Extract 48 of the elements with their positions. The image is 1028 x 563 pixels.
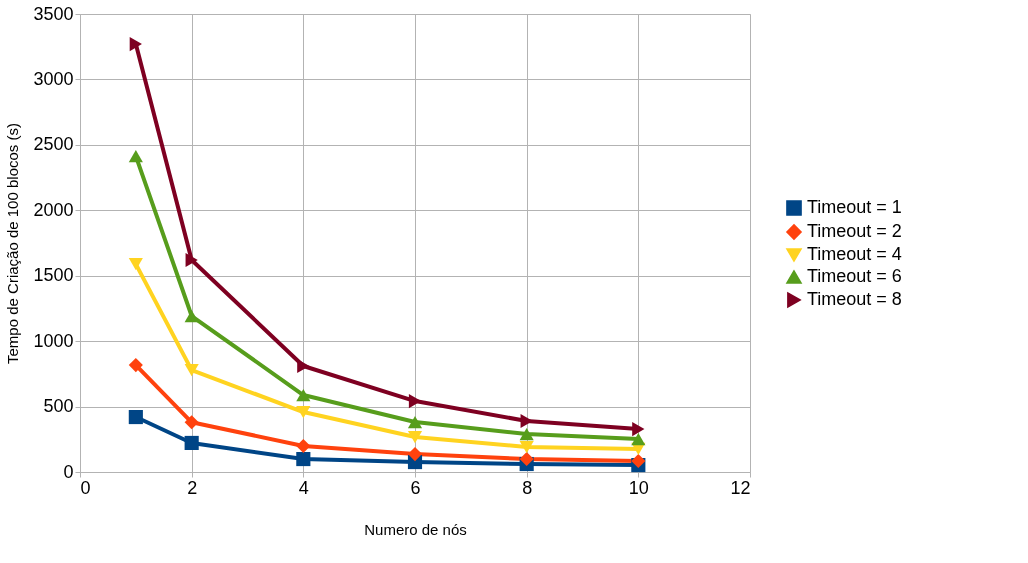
- y-tick-label: 0: [63, 461, 74, 482]
- point: [184, 435, 199, 451]
- legend-label: Timeout = 8: [807, 289, 902, 309]
- point: [519, 440, 534, 454]
- x-tick-label: 12: [730, 477, 751, 498]
- legend-label: Timeout = 4: [807, 244, 902, 264]
- point: [128, 358, 143, 373]
- point: [407, 415, 423, 429]
- point: [407, 430, 423, 444]
- x-tick-label: 4: [298, 477, 309, 498]
- point: [296, 405, 311, 419]
- point: [297, 358, 310, 374]
- y-axis-title: Tempo de Criação de 100 blocos (s): [4, 123, 22, 364]
- point: [128, 409, 143, 425]
- point: [128, 149, 143, 163]
- x-tick-label: 10: [628, 477, 649, 498]
- point: [185, 252, 198, 268]
- x-axis-title: Numero de nós: [364, 520, 467, 538]
- point: [407, 447, 423, 462]
- point: [296, 388, 311, 402]
- legend-label: Timeout = 2: [807, 221, 902, 241]
- legend-label: Timeout = 6: [807, 266, 902, 286]
- point: [129, 37, 142, 52]
- legend-label: Timeout = 1: [807, 197, 902, 217]
- x-tick-label: 6: [410, 477, 421, 498]
- y-tick-label: 2000: [33, 199, 74, 220]
- point: [184, 363, 199, 377]
- point: [408, 394, 422, 409]
- point: [631, 453, 646, 469]
- point: [520, 413, 533, 429]
- point: [128, 257, 143, 271]
- y-tick-label: 1500: [33, 265, 74, 286]
- point: [296, 451, 311, 467]
- x-tick-label: 0: [80, 477, 91, 498]
- point: [631, 432, 646, 446]
- point: [296, 438, 311, 454]
- point: [184, 309, 199, 323]
- x-tick-label: 2: [187, 477, 198, 498]
- y-tick-label: 1000: [33, 330, 74, 351]
- point: [519, 451, 534, 467]
- y-tick-label: 3500: [33, 3, 74, 24]
- point: [632, 422, 645, 437]
- y-tick-label: 500: [43, 396, 74, 417]
- point: [184, 415, 199, 430]
- x-tick-label: 8: [522, 477, 533, 498]
- point: [519, 427, 534, 441]
- y-tick-label: 3000: [33, 68, 74, 89]
- y-tick-label: 2500: [33, 134, 74, 155]
